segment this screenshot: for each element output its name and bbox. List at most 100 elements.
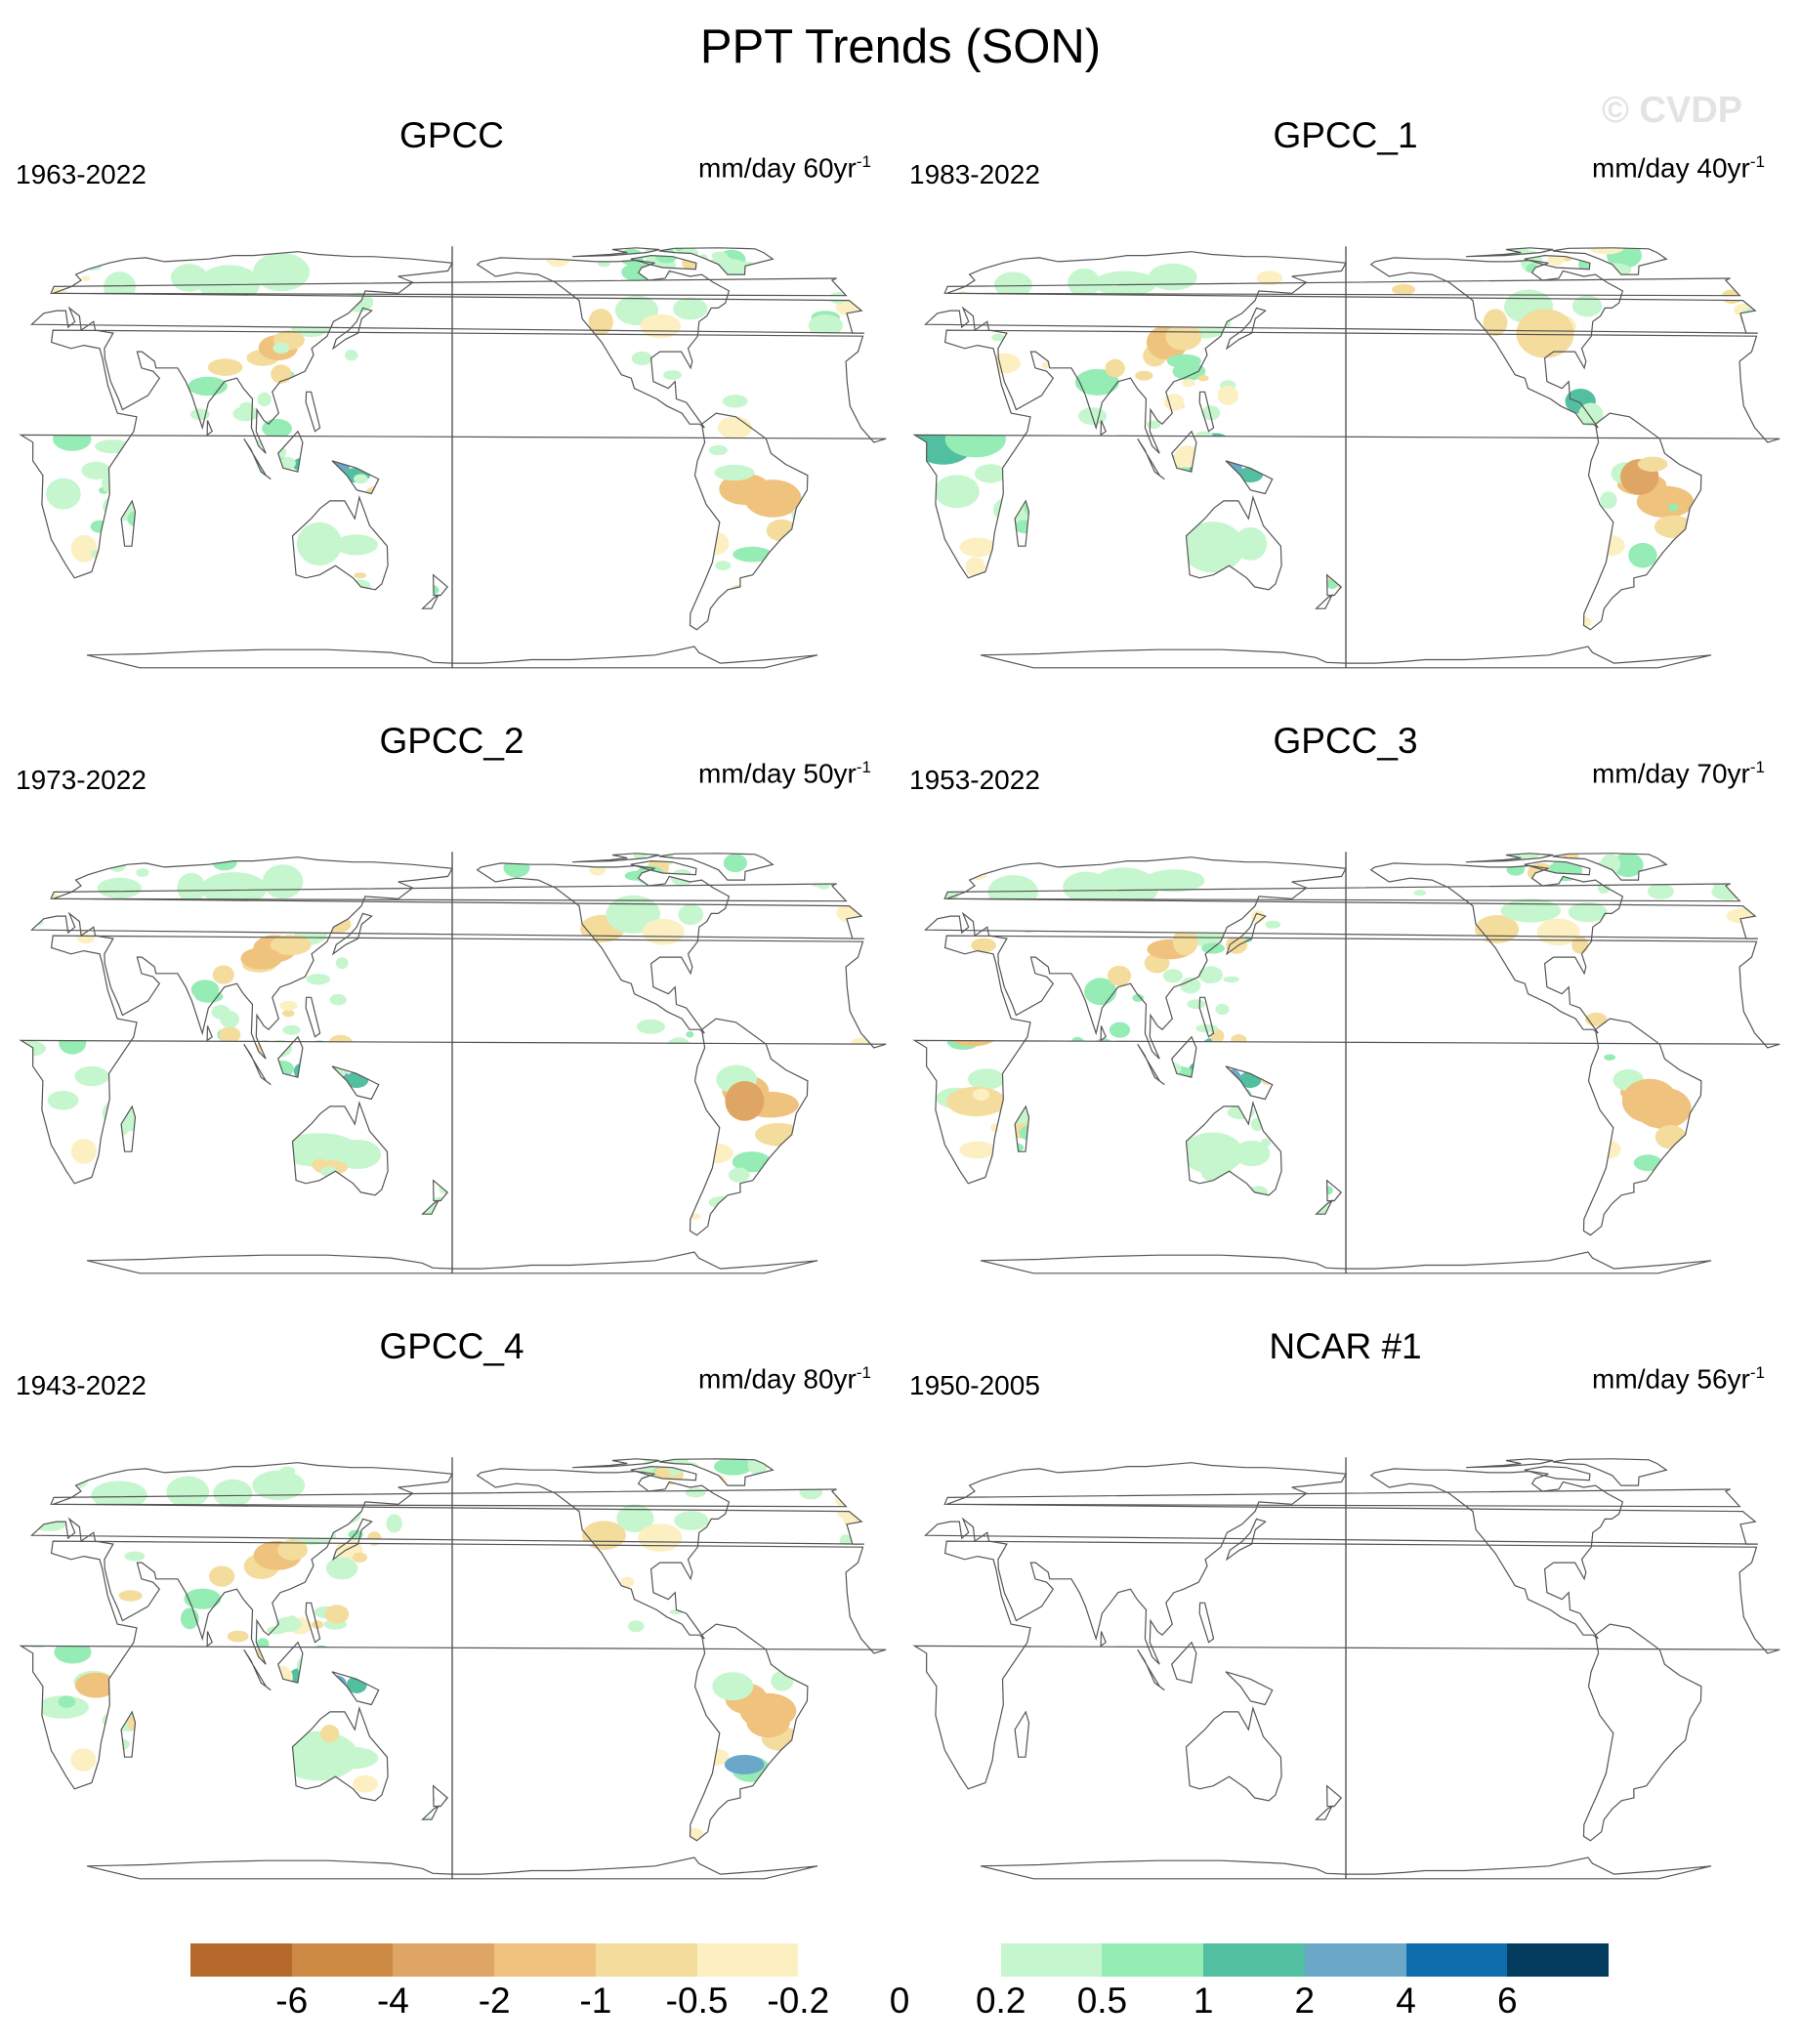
trend-blob (1571, 295, 1603, 317)
coastline-indonesia2 (277, 1035, 304, 1078)
trend-blob (580, 853, 594, 859)
trend-blob (278, 1731, 359, 1781)
coastline-baffin (630, 859, 697, 876)
trend-blob (1604, 1054, 1615, 1061)
trend-blob (398, 1820, 415, 1834)
trend-blob (213, 1069, 235, 1083)
trend-blob (993, 271, 1032, 298)
trend-blob (1149, 263, 1197, 291)
trend-blob (1182, 1132, 1243, 1175)
trend-blob (411, 1204, 432, 1218)
trend-blob (1686, 1121, 1712, 1140)
trend-blob (1023, 1774, 1124, 1857)
map-gpcc-3 (912, 852, 1780, 1274)
trend-blob (207, 358, 243, 376)
coastline-arctic1 (571, 1458, 660, 1469)
trend-blob (1113, 444, 1146, 462)
units-label: mm/day 56yr-1 (1592, 1363, 1765, 1395)
coastline-nz2 (421, 1199, 440, 1215)
trend-blob (1228, 1468, 1262, 1488)
trend-blob (1230, 488, 1253, 500)
colorbar-tick-label: -2 (478, 1981, 511, 2021)
coastline-nz (432, 1784, 449, 1808)
coastline-indonesia1 (243, 438, 272, 480)
trend-blob (1633, 1154, 1662, 1172)
coastlines (19, 247, 887, 669)
colorbar-tick-label: 0.5 (1076, 1981, 1128, 2021)
trend-blob (53, 427, 92, 451)
trend-blob (1364, 1491, 1404, 1517)
trend-blob (1297, 1818, 1313, 1829)
coastline-srilanka (206, 420, 213, 437)
trend-blob (200, 872, 268, 905)
trend-blob (1074, 444, 1095, 461)
trend-blob (666, 1037, 691, 1057)
trend-blob (1215, 1003, 1230, 1016)
trend-blob (65, 393, 109, 411)
trend-field (914, 247, 1760, 658)
trend-blob (70, 534, 98, 563)
trend-blob (1223, 976, 1239, 983)
trend-blob (21, 478, 39, 485)
coastline-africa (912, 1540, 1780, 1790)
trend-blob (1712, 871, 1736, 893)
trend-blob (1577, 1655, 1595, 1674)
trend-blob (1527, 1794, 1616, 1869)
trend-blob (1304, 586, 1319, 594)
coastline-indonesia1 (243, 1648, 272, 1691)
trend-blob (1187, 486, 1206, 494)
trend-blob (1161, 438, 1177, 452)
colorbar-swatch (1203, 1943, 1305, 1977)
trend-blob (959, 1141, 996, 1159)
trend-blob (54, 1511, 81, 1523)
coastline-nz (432, 573, 449, 597)
trend-blob (804, 1252, 824, 1269)
map-gpcc (19, 246, 887, 669)
trend-blob (1344, 1672, 1419, 1712)
trend-blob (962, 990, 996, 1021)
trend-blob (1647, 883, 1674, 899)
trend-blob (1516, 309, 1574, 358)
trend-blob (1225, 1484, 1261, 1504)
trend-field (21, 853, 887, 1269)
coastline-baffin (630, 1465, 697, 1481)
trend-blob (1195, 1809, 1218, 1823)
trend-blob (1261, 1138, 1272, 1147)
trend-blob (309, 437, 326, 453)
trend-blob (1585, 1259, 1596, 1269)
trend-blob (1008, 1761, 1047, 1790)
coastline-samerica (689, 1623, 809, 1842)
coastline-srilanka (1100, 1631, 1107, 1648)
coastline-philippines (1198, 391, 1215, 433)
coastline-indonesia1 (243, 1043, 272, 1086)
trend-blob (177, 872, 206, 903)
trend-blob (638, 1523, 683, 1552)
trend-blob (1135, 370, 1153, 381)
trend-blob (1028, 1778, 1085, 1817)
trend-blob (1674, 647, 1699, 658)
trend-blob (299, 313, 323, 327)
trend-blob (1522, 853, 1541, 858)
trend-blob (1195, 431, 1213, 439)
trend-blob (322, 1091, 344, 1105)
coastline-australia (291, 495, 389, 591)
trend-blob (958, 293, 978, 310)
trend-blob (1241, 1187, 1262, 1207)
trend-blob (1459, 1749, 1482, 1760)
trend-blob (1308, 1513, 1391, 1557)
coastline-baffin (1524, 859, 1591, 876)
coastline-madagascar (120, 1105, 137, 1152)
trend-blob (1547, 1574, 1568, 1595)
trend-blob (1016, 1815, 1067, 1852)
trend-blob (1029, 1513, 1053, 1525)
trend-blob (1165, 323, 1202, 351)
trend-blob (103, 1117, 130, 1138)
trend-blob (1111, 1777, 1203, 1832)
coastline-uk (50, 277, 848, 297)
trend-blob (21, 1041, 46, 1057)
coastlines (912, 853, 1780, 1274)
trend-blob (1218, 553, 1236, 568)
trend-blob (711, 251, 728, 261)
trend-blob (166, 1476, 210, 1508)
trend-blob (354, 474, 368, 484)
